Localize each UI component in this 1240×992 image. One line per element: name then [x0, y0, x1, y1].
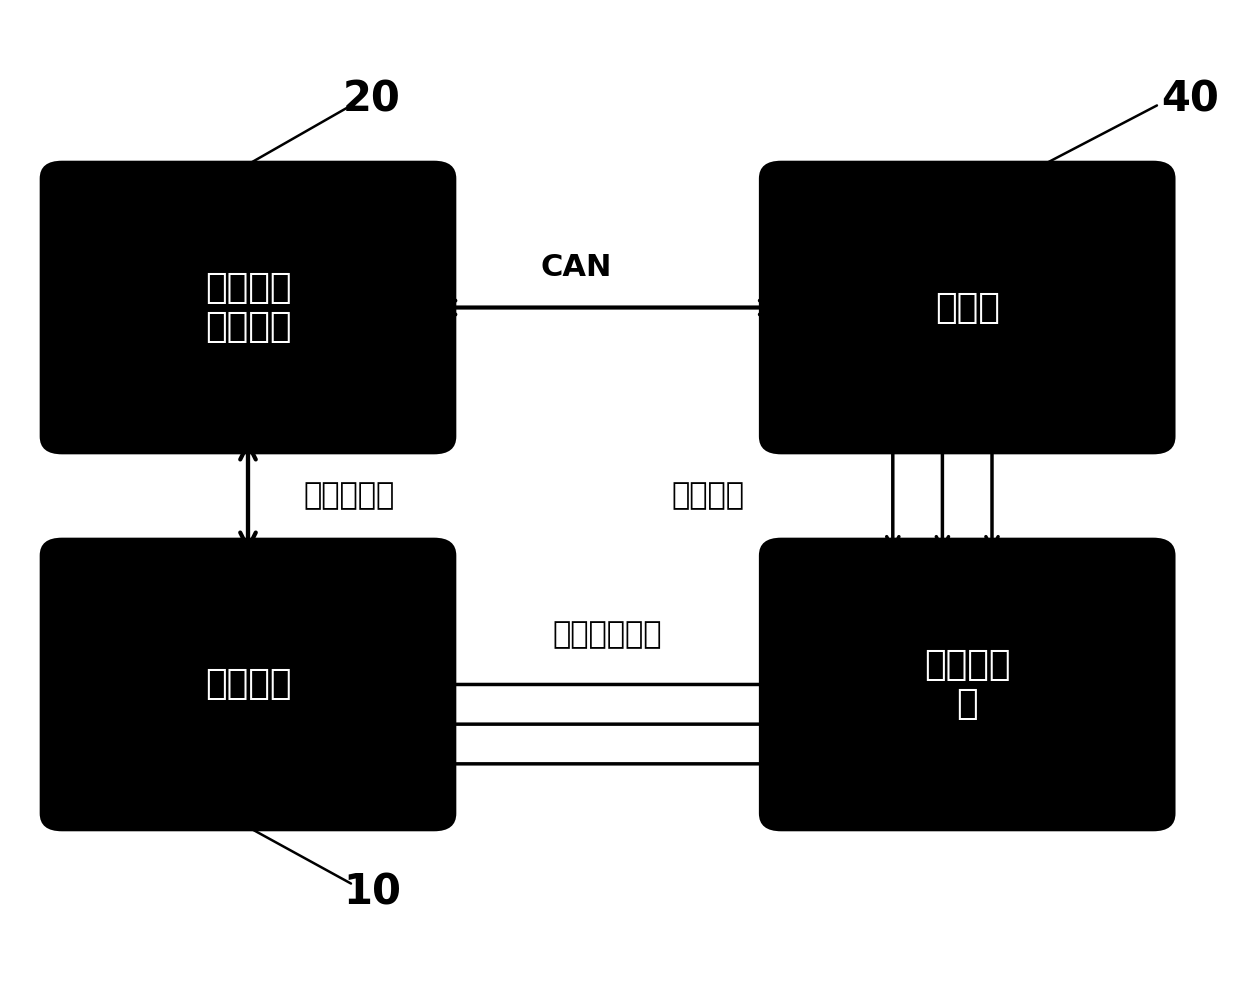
Text: 10: 10 — [343, 872, 401, 914]
FancyBboxPatch shape — [759, 538, 1176, 831]
Text: 仪表光线: 仪表光线 — [671, 481, 744, 511]
Text: CAN: CAN — [541, 253, 613, 283]
Text: 亮度值反馈: 亮度值反馈 — [304, 481, 396, 511]
FancyBboxPatch shape — [40, 538, 456, 831]
Text: 40: 40 — [1162, 78, 1219, 120]
FancyBboxPatch shape — [759, 161, 1176, 454]
Text: 环境光源
灯: 环境光源 灯 — [924, 648, 1011, 721]
FancyBboxPatch shape — [40, 161, 456, 454]
Text: 20: 20 — [343, 78, 401, 120]
Text: 中控屏: 中控屏 — [935, 291, 999, 324]
Text: 摄像模块: 摄像模块 — [205, 668, 291, 701]
Text: 人脸识别
控制模块: 人脸识别 控制模块 — [205, 271, 291, 344]
Text: 人脸反射光线: 人脸反射光线 — [553, 620, 662, 650]
